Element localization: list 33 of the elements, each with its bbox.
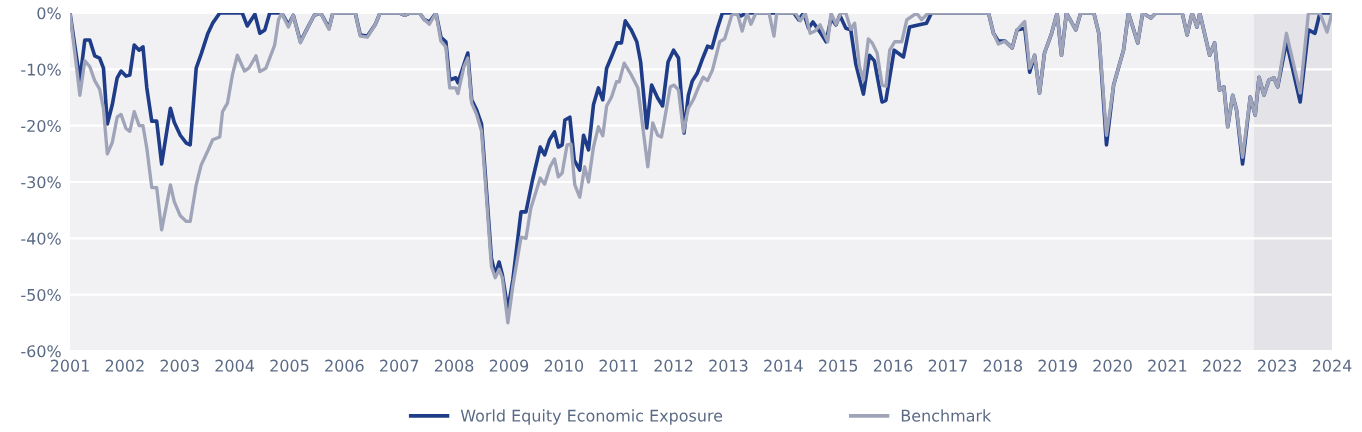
x-tick-label: 2015 — [819, 359, 858, 372]
y-tick-label: -30% — [21, 176, 61, 189]
x-tick-label: 2008 — [434, 359, 474, 372]
x-tick-label: 2001 — [50, 359, 89, 372]
x-tick-label: 2007 — [380, 359, 419, 372]
x-tick-label: 2013 — [709, 359, 748, 372]
x-tick-label: 2012 — [654, 359, 693, 372]
x-tick-label: 2023 — [1257, 359, 1297, 372]
y-tick-label: -20% — [21, 119, 61, 132]
y-tick-label: -10% — [21, 63, 61, 76]
y-tick-label: 0% — [37, 7, 61, 20]
x-tick-label: 2002 — [105, 359, 144, 372]
x-tick-label: 2010 — [544, 359, 584, 372]
y-tick-label: -40% — [21, 232, 61, 245]
x-tick-label: 2009 — [489, 359, 529, 372]
x-tick-label: 2021 — [1148, 359, 1187, 372]
x-tick-label: 2020 — [1093, 359, 1132, 372]
legend-label: World Equity Economic Exposure — [460, 409, 723, 425]
x-tick-label: 2005 — [270, 359, 309, 372]
x-tick-label: 2019 — [1038, 359, 1077, 372]
x-tick-label: 2017 — [928, 359, 967, 372]
x-tick-label: 2011 — [599, 359, 638, 372]
x-tick-label: 2022 — [1203, 359, 1241, 372]
x-tick-label: 2004 — [215, 359, 255, 372]
y-tick-label: -50% — [21, 288, 61, 301]
x-tick-label: 2003 — [160, 359, 199, 372]
x-tick-label: 2014 — [764, 359, 803, 372]
x-tick-label: 2006 — [325, 359, 364, 372]
x-tick-label: 2024 — [1312, 359, 1352, 372]
legend-label: Benchmark — [901, 409, 992, 422]
x-tick-label: 2016 — [873, 359, 913, 372]
x-tick-label: 2018 — [983, 359, 1023, 372]
y-tick-label: -60% — [21, 345, 61, 358]
